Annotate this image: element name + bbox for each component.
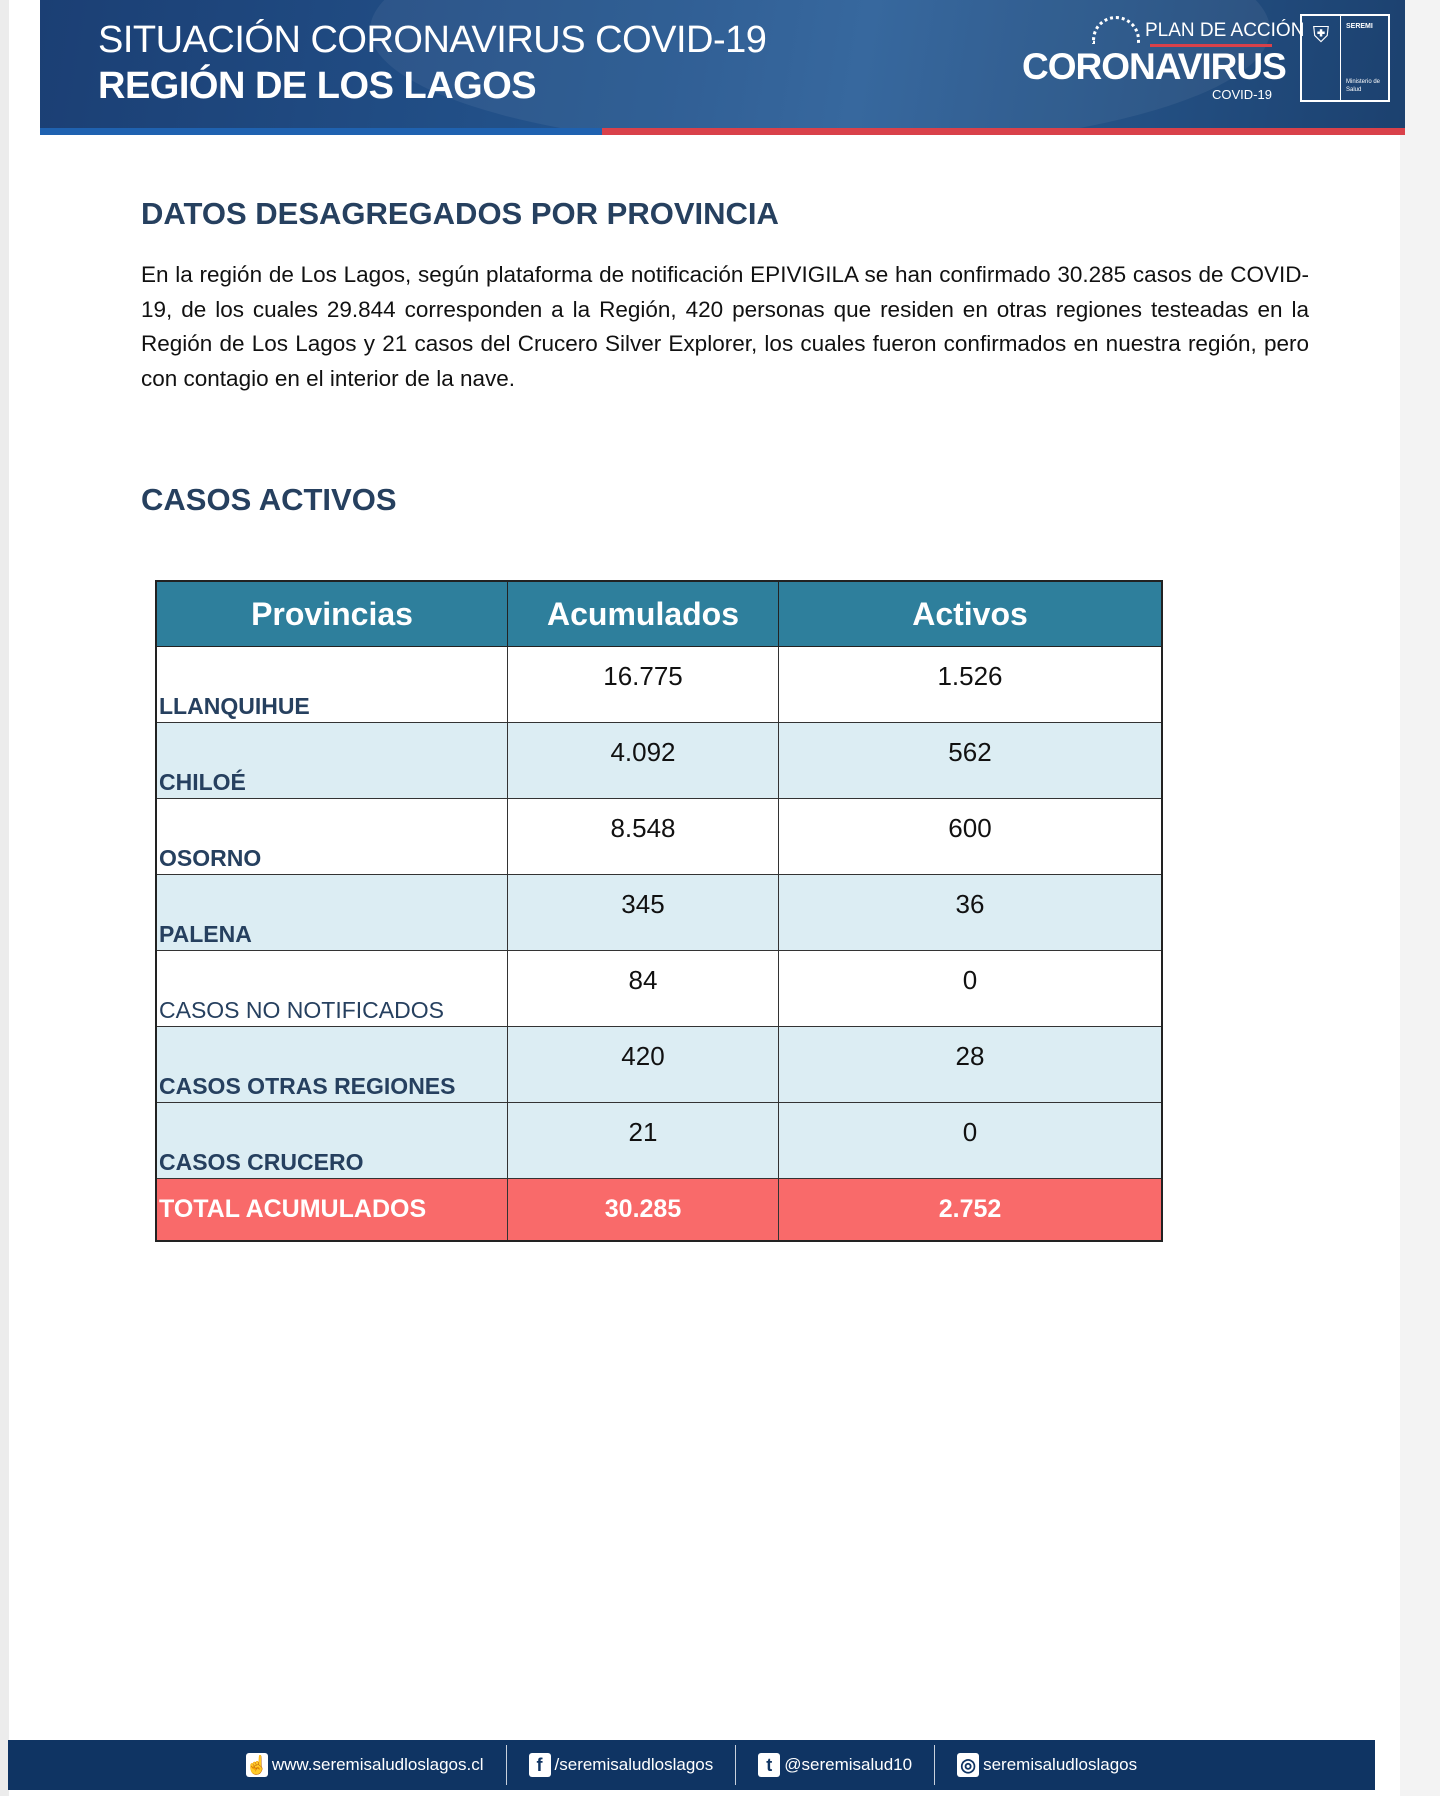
table-row: CASOS OTRAS REGIONES 420 28 [155, 1026, 1163, 1103]
instagram-icon: ◎ [957, 1753, 980, 1777]
accumulated-cases: 21 [507, 1102, 779, 1179]
province-name: OSORNO [155, 798, 508, 875]
section-heading-casos-activos: CASOS ACTIVOS [141, 482, 397, 517]
header-subtitle: REGIÓN DE LOS LAGOS [98, 65, 537, 107]
coronavirus-logo-text: CORONAVIRUS [1022, 46, 1287, 87]
column-header-acumulados: Acumulados [507, 580, 779, 647]
footer-link[interactable]: t @seremisalud10 [736, 1745, 936, 1785]
header-stripe-red [602, 128, 1405, 135]
accumulated-cases: 84 [507, 950, 779, 1027]
footer-bar: ☝ www.seremisaludloslagos.cl f/seremisalud… [8, 1740, 1375, 1790]
footer-link-label: @seremisalud10 [784, 1755, 913, 1774]
active-cases: 562 [778, 722, 1163, 799]
page-edge-right [1400, 0, 1440, 1796]
accumulated-cases: 420 [507, 1026, 779, 1103]
covid-label: COVID-19 [1212, 87, 1272, 102]
header-title: SITUACIÓN CORONAVIRUS COVID-19 [98, 19, 767, 61]
footer-link-label: /seremisaludloslagos [554, 1755, 714, 1774]
header-banner: SITUACIÓN CORONAVIRUS COVID-19 REGIÓN DE… [40, 0, 1405, 128]
footer-link-label: seremisaludloslagos [983, 1755, 1138, 1774]
table-row: LLANQUIHUE 16.775 1.526 [155, 646, 1163, 723]
plan-label: PLAN DE ACCIÓN [1145, 20, 1305, 41]
active-cases: 0 [778, 1102, 1163, 1179]
footer-link[interactable]: ◎ seremisaludloslagos [935, 1745, 1159, 1785]
total-accumulated: 30.285 [507, 1178, 779, 1242]
active-cases: 36 [778, 874, 1163, 951]
column-header-activos: Activos [778, 580, 1163, 647]
intro-paragraph: En la región de Los Lagos, según platafo… [141, 262, 1309, 391]
total-active: 2.752 [778, 1178, 1163, 1242]
table-row: PALENA 345 36 [155, 874, 1163, 951]
table-row: OSORNO 8.548 600 [155, 798, 1163, 875]
province-name: LLANQUIHUE [155, 646, 508, 723]
footer-link-label: www.seremisaludloslagos.cl [271, 1755, 484, 1774]
province-name: PALENA [155, 874, 508, 951]
total-label: TOTAL ACUMULADOS [155, 1178, 508, 1242]
table-header-row: Provincias Acumulados Activos [155, 580, 1163, 647]
active-cases: 28 [778, 1026, 1163, 1103]
seremi-logo: ⛨ SEREMI Ministerio de Salud [1300, 14, 1390, 102]
active-cases: 1.526 [778, 646, 1163, 723]
footer-link[interactable]: ☝ www.seremisaludloslagos.cl [224, 1745, 507, 1785]
provinces-table: Provincias Acumulados Activos LLANQUIHUE… [155, 580, 1163, 1242]
tumblr-icon: t [758, 1753, 781, 1777]
table-row: CASOS NO NOTIFICADOS 84 0 [155, 950, 1163, 1027]
header-stripe-blue [40, 128, 602, 135]
accumulated-cases: 16.775 [507, 646, 779, 723]
accumulated-cases: 4.092 [507, 722, 779, 799]
hand-pointer-icon: ☝ [245, 1753, 269, 1777]
page-edge-left [0, 0, 9, 1796]
coat-of-arms-icon: ⛨ [1312, 22, 1330, 47]
table-row: CASOS CRUCERO 21 0 [155, 1102, 1163, 1179]
province-name: CASOS CRUCERO [155, 1102, 508, 1179]
footer-link[interactable]: f/seremisaludloslagos [507, 1745, 737, 1785]
total-row: TOTAL ACUMULADOS 30.285 2.752 [155, 1178, 1163, 1242]
province-name: CHILOÉ [155, 722, 508, 799]
logo-divider [1340, 16, 1341, 100]
ministry-label: Ministerio de Salud [1346, 79, 1381, 93]
active-cases: 600 [778, 798, 1163, 875]
table-row: CHILOÉ 4.092 562 [155, 722, 1163, 799]
plan-underline [1150, 44, 1272, 47]
section-heading-datos: DATOS DESAGREGADOS POR PROVINCIA [141, 196, 779, 231]
seremi-label: SEREMI [1346, 23, 1373, 30]
facebook-icon: f [528, 1753, 551, 1777]
accumulated-cases: 8.548 [507, 798, 779, 875]
province-name: CASOS NO NOTIFICADOS [155, 950, 508, 1027]
accumulated-cases: 345 [507, 874, 779, 951]
active-cases: 0 [778, 950, 1163, 1027]
province-name: CASOS OTRAS REGIONES [155, 1026, 508, 1103]
column-header-provincias: Provincias [155, 580, 508, 647]
